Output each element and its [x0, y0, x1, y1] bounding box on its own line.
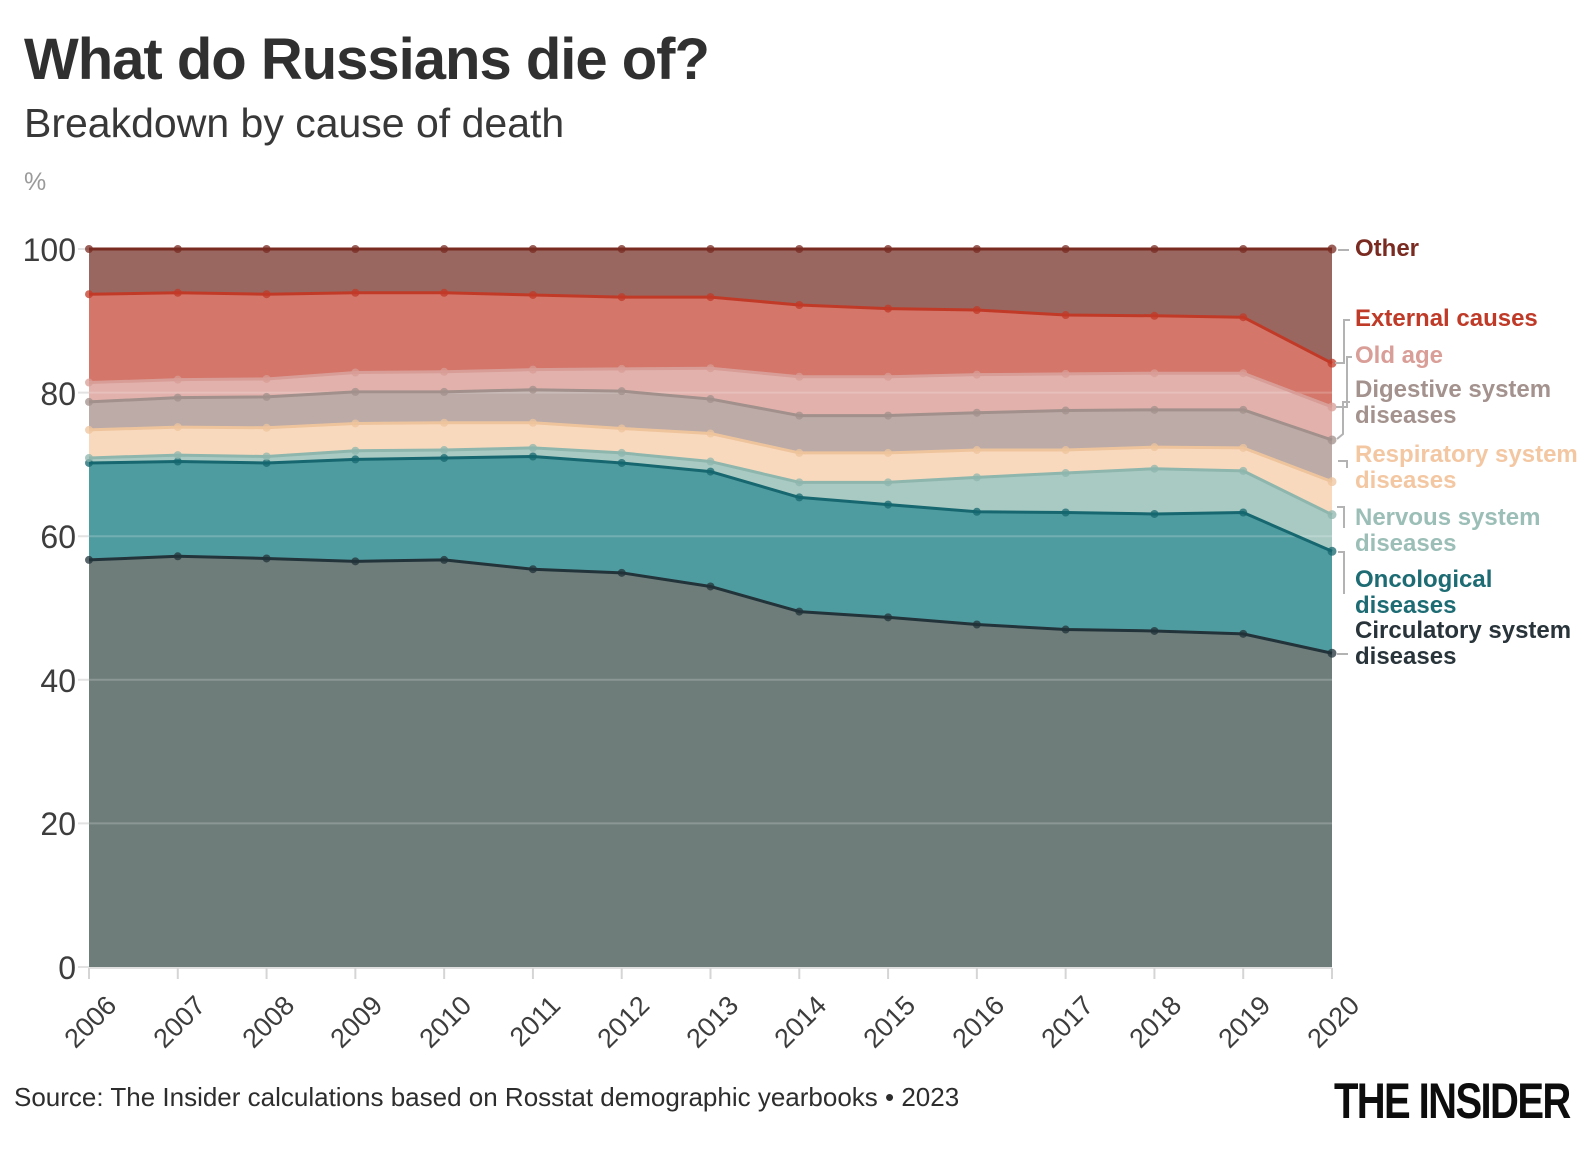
brand-logo: THE INSIDER: [1334, 1073, 1571, 1129]
legend-item-nervous: Nervous system diseases: [1355, 504, 1541, 557]
page-title: What do Russians die of?: [24, 27, 710, 92]
legend-item-oncological: Oncological diseases: [1355, 566, 1493, 619]
legend-item-external-causes: External causes: [1355, 305, 1538, 332]
y-tick-label: 60: [40, 519, 76, 556]
legend-item-old-age: Old age: [1355, 342, 1444, 369]
source-attribution: Source: The Insider calculations based o…: [14, 1082, 960, 1112]
y-tick-label: 40: [40, 662, 76, 699]
page-subtitle: Breakdown by cause of death: [24, 100, 565, 146]
y-tick-label: 100: [22, 232, 76, 268]
y-axis-unit-label: %: [24, 168, 47, 196]
y-tick-label: 80: [40, 375, 76, 412]
legend-item-circulatory: Circulatory system diseases: [1355, 617, 1572, 670]
legend-item-other: Other: [1355, 235, 1420, 262]
y-tick-label: 20: [40, 806, 76, 843]
y-tick-label: 0: [58, 950, 76, 986]
legend-item-respiratory: Respiratory system diseases: [1355, 441, 1578, 494]
legend-item-digestive: Digestive system diseases: [1355, 376, 1552, 429]
